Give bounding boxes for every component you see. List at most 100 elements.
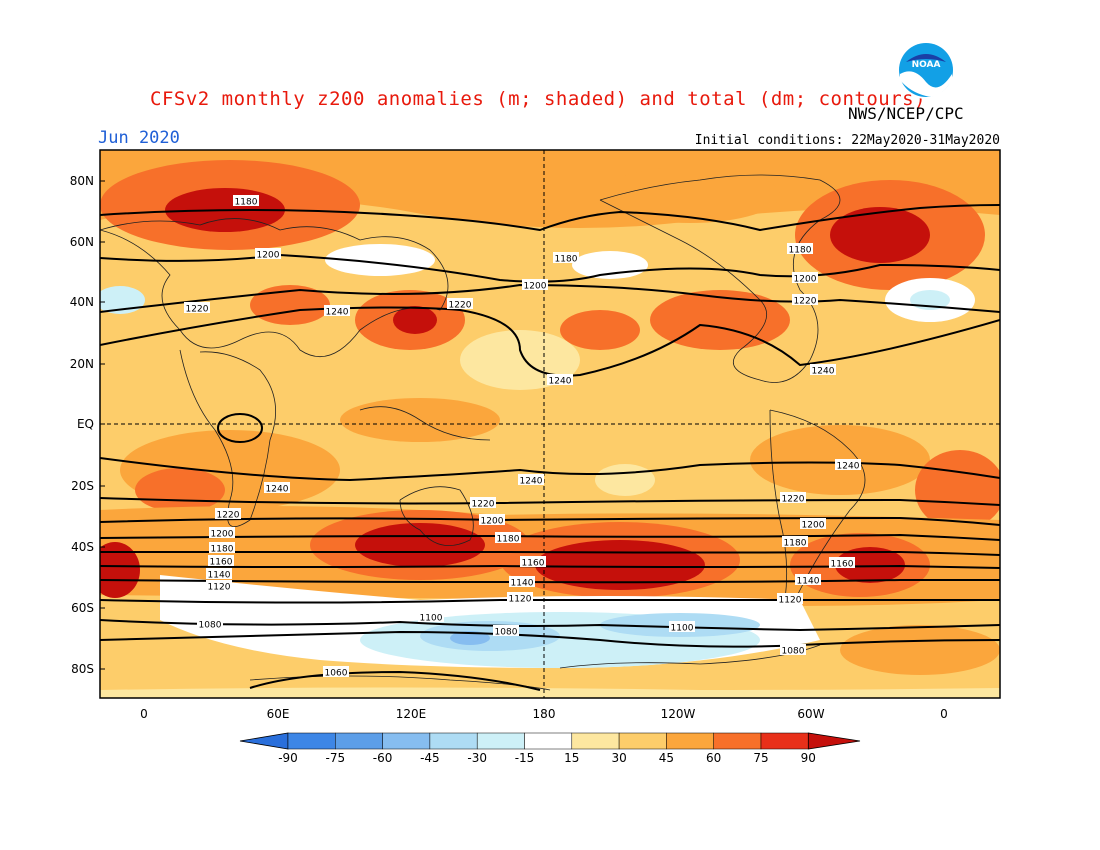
- contour-label: 1200: [479, 514, 505, 527]
- lat-tick-label: 60S: [71, 601, 94, 615]
- colorbar-swatch: [335, 732, 383, 750]
- contour-label: 1220: [447, 298, 473, 311]
- colorbar-swatch: [666, 732, 714, 750]
- contour-label-text: 1200: [257, 251, 280, 261]
- contour-label-text: 1220: [449, 301, 472, 311]
- latitude-axis: 80N 60N 40N 20N EQ 20S 40S 60S 80S: [70, 174, 105, 676]
- contour-label: 1080: [197, 618, 223, 631]
- contour-label-text: 1060: [325, 669, 348, 679]
- lon-tick-label: 120W: [661, 707, 696, 721]
- contour-label-text: 1080: [495, 628, 518, 638]
- colorbar-tick-label: 60: [706, 751, 721, 765]
- contour-label: 1200: [522, 279, 548, 292]
- contour-label-text: 1200: [524, 282, 547, 292]
- contour-label: 1080: [780, 644, 806, 657]
- contour-label: 1200: [255, 248, 281, 261]
- contour-label: 1220: [470, 497, 496, 510]
- contour-label-text: 1240: [520, 477, 543, 487]
- contour-label-text: 1140: [511, 579, 534, 589]
- contour-label-text: 1180: [211, 545, 234, 555]
- contour-label: 1160: [520, 556, 546, 569]
- lon-tick-label: 180: [533, 707, 556, 721]
- colorbar-swatch: [524, 732, 573, 750]
- contour-label-text: 1240: [812, 367, 835, 377]
- contour-label: 1240: [810, 364, 836, 377]
- colorbar-tick-label: -30: [467, 751, 487, 765]
- lon-tick-label: 0: [940, 707, 948, 721]
- contour-label-text: 1220: [217, 511, 240, 521]
- contour-label-text: 1220: [794, 297, 817, 307]
- colorbar-swatch: [429, 732, 478, 750]
- colorbar-tick-label: 30: [611, 751, 626, 765]
- colorbar-arrow-left: [239, 732, 289, 750]
- contour-label: 1220: [184, 302, 210, 315]
- contour-label: 1240: [518, 474, 544, 487]
- contour-label: 1160: [208, 555, 234, 568]
- contour-label: 1060: [323, 666, 349, 679]
- contour-label-text: 1120: [208, 583, 231, 593]
- contour-label: 1140: [509, 576, 535, 589]
- colorbar-tick-label: -15: [515, 751, 535, 765]
- initial-conditions-label: Initial conditions: 22May2020-31May2020: [694, 133, 1000, 148]
- lat-tick-label: 80N: [70, 174, 94, 188]
- contour-label-text: 1240: [549, 377, 572, 387]
- contour-label: 1180: [233, 195, 259, 208]
- contour-label: 1220: [792, 294, 818, 307]
- contour-label-text: 1200: [794, 275, 817, 285]
- lat-tick-label: 40S: [71, 540, 94, 554]
- contour-label: 1240: [547, 374, 573, 387]
- contour-label: 1240: [324, 305, 350, 318]
- lon-tick-label: 120E: [396, 707, 427, 721]
- contour-label-text: 1240: [266, 485, 289, 495]
- contour-label-text: 1160: [210, 558, 233, 568]
- contour-label-text: 1180: [784, 539, 807, 549]
- contour-label-text: 1140: [208, 571, 231, 581]
- contour-label: 1200: [209, 527, 235, 540]
- colorbar-tick-label: -75: [325, 751, 345, 765]
- contour-label: 1140: [206, 568, 232, 581]
- contour-label-text: 1240: [326, 308, 349, 318]
- contour-label: 1180: [553, 252, 579, 265]
- contour-label-text: 1160: [522, 559, 545, 569]
- colorbar-tick-label: 90: [801, 751, 816, 765]
- colorbar-swatch: [571, 732, 620, 750]
- contour-label: 1240: [835, 459, 861, 472]
- contour-label: 1120: [507, 592, 533, 605]
- chart-title: CFSv2 monthly z200 anomalies (m; shaded)…: [150, 88, 927, 110]
- contour-label-text: 1200: [211, 530, 234, 540]
- colorbar-swatch: [760, 732, 809, 750]
- colorbar-swatch: [476, 732, 525, 750]
- longitude-axis: 0 60E 120E 180 120W 60W 0: [140, 707, 948, 721]
- contour-label-text: 1240: [837, 462, 860, 472]
- contour-label: 1180: [787, 243, 813, 256]
- contour-label-text: 1220: [782, 495, 805, 505]
- lat-tick-label: EQ: [77, 417, 94, 431]
- month-label: Jun 2020: [98, 128, 180, 148]
- colorbar-tick-label: -45: [420, 751, 440, 765]
- contour-label-text: 1100: [671, 624, 694, 634]
- contour-label-text: 1120: [779, 596, 802, 606]
- contour-label: 1220: [780, 492, 806, 505]
- contour-label: 1100: [418, 611, 444, 624]
- lat-tick-label: 20S: [71, 479, 94, 493]
- colorbar-tick-label: -60: [373, 751, 393, 765]
- contour-label-text: 1080: [782, 647, 805, 657]
- colorbar-tick-label: 15: [564, 751, 579, 765]
- contour-label: 1200: [792, 272, 818, 285]
- colorbar-tick-label: 45: [659, 751, 674, 765]
- lat-tick-label: 60N: [70, 235, 94, 249]
- colorbar-arrow-right: [807, 732, 861, 750]
- contour-label: 1180: [209, 542, 235, 555]
- contour-label: 1180: [495, 532, 521, 545]
- noaa-logo: NOAA: [897, 41, 955, 99]
- lat-tick-label: 20N: [70, 357, 94, 371]
- colorbar-swatch: [618, 732, 667, 750]
- contour-label-text: 1220: [472, 500, 495, 510]
- contour-label-text: 1200: [481, 517, 504, 527]
- colorbar-swatch: [382, 732, 431, 750]
- contour-label: 1220: [215, 508, 241, 521]
- contour-label: 1200: [800, 518, 826, 531]
- contour-label-text: 1180: [235, 198, 258, 208]
- contour-label-text: 1220: [186, 305, 209, 315]
- contour-label-text: 1200: [802, 521, 825, 531]
